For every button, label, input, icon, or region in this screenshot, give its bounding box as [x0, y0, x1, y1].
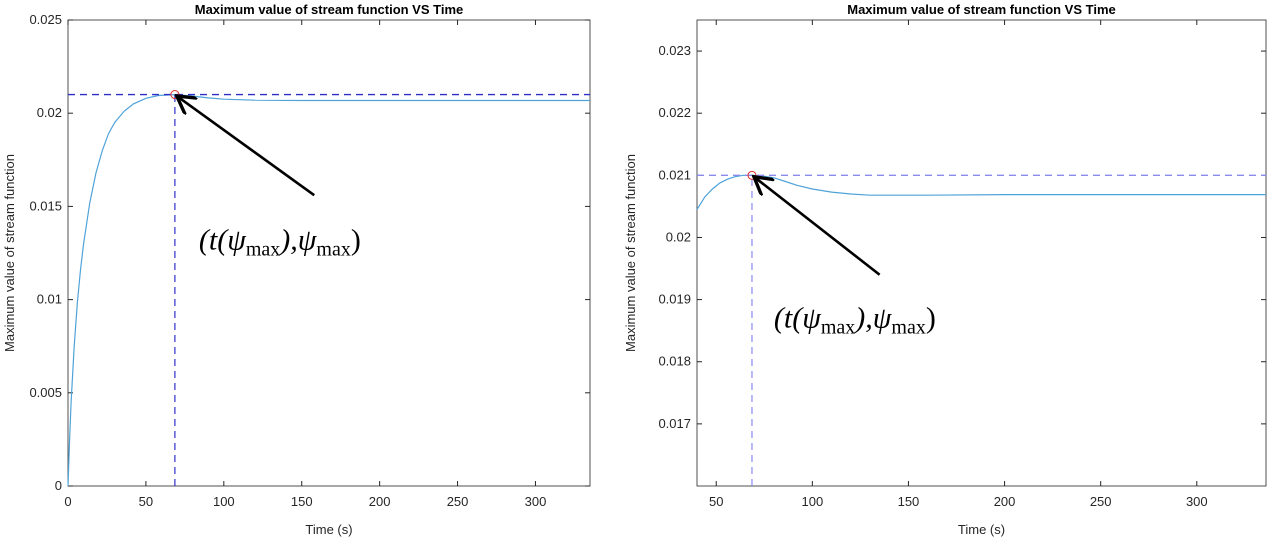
y-axis-label: Maximum value of stream function [623, 154, 638, 352]
chart-1: Maximum value of stream function VS Time… [2, 2, 591, 537]
axes-box [67, 19, 591, 487]
annotation-part: ),ψ [853, 302, 892, 335]
x-axis-label: Time (s) [958, 522, 1005, 537]
series-line [696, 174, 1266, 210]
annotation-label: (t(ψmax),ψmax) [774, 302, 936, 339]
chart-2: Maximum value of stream function VS Time… [623, 2, 1267, 537]
y-tick-label: 0.02 [666, 229, 691, 244]
x-tick-label: 0 [64, 494, 71, 509]
x-tick-label: 250 [1090, 494, 1112, 509]
annotation-arrow [756, 178, 881, 276]
x-axis-label: Time (s) [305, 522, 352, 537]
y-tick-label: 0 [55, 478, 62, 493]
y-tick-label: 0.021 [658, 167, 691, 182]
x-tick-label: 150 [291, 494, 313, 509]
annotation-subscript: max [821, 317, 855, 339]
x-tick-label: 200 [369, 494, 391, 509]
annotation-part: (t(ψ [199, 223, 247, 256]
x-tick-label: 50 [139, 494, 153, 509]
x-tick-label: 100 [801, 494, 823, 509]
y-tick-label: 0.01 [37, 292, 62, 307]
x-tick-label: 300 [525, 494, 547, 509]
chart-title: Maximum value of stream function VS Time [195, 2, 464, 17]
y-tick-label: 0.023 [658, 43, 691, 58]
y-tick-label: 0.005 [29, 385, 62, 400]
annotation-subscript: max [891, 317, 925, 339]
axes-box [696, 19, 1267, 487]
annotation-part: ) [351, 223, 361, 256]
y-tick-label: 0.02 [37, 105, 62, 120]
x-tick-label: 250 [447, 494, 469, 509]
annotation-subscript: max [246, 238, 280, 260]
annotation-arrow [179, 98, 315, 197]
annotation-subscript: max [316, 238, 350, 260]
y-tick-label: 0.018 [658, 354, 691, 369]
x-tick-label: 50 [709, 494, 723, 509]
chart-title: Maximum value of stream function VS Time [847, 2, 1116, 17]
y-tick-label: 0.017 [658, 416, 691, 431]
y-axis-label: Maximum value of stream function [2, 154, 17, 352]
y-tick-label: 0.019 [658, 292, 691, 307]
x-tick-label: 200 [994, 494, 1016, 509]
x-tick-label: 300 [1186, 494, 1208, 509]
annotation-label: (t(ψmax),ψmax) [199, 223, 361, 260]
x-tick-label: 150 [898, 494, 920, 509]
y-tick-label: 0.015 [29, 198, 62, 213]
x-tick-label: 100 [213, 494, 235, 509]
y-tick-label: 0.022 [658, 105, 691, 120]
annotation-part: (t(ψ [774, 302, 822, 335]
series-line [67, 93, 590, 487]
annotation-part: ) [926, 302, 936, 335]
annotation-part: ),ψ [278, 223, 317, 256]
y-tick-label: 0.025 [29, 12, 62, 27]
